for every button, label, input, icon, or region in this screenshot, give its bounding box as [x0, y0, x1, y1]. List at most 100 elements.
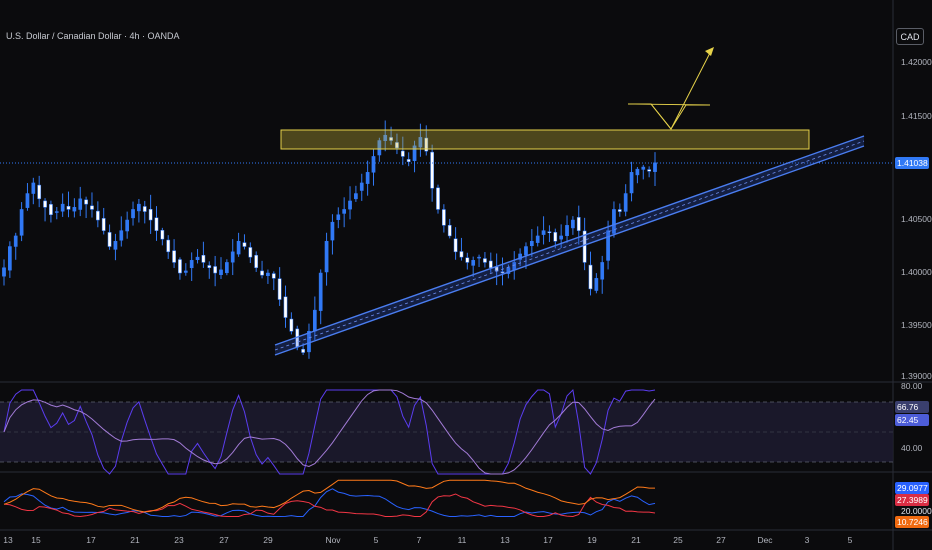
- resistance-zone[interactable]: [280, 129, 810, 150]
- candle-body: [400, 150, 405, 157]
- dmi-level-label: 20.0000: [901, 506, 932, 516]
- candle-body: [395, 142, 399, 149]
- candle-body: [242, 242, 247, 247]
- candle-body: [571, 219, 575, 229]
- candle-body: [653, 162, 657, 172]
- candle-body: [606, 230, 610, 261]
- candle-body: [101, 218, 106, 231]
- dmi-plus-line: [3, 488, 656, 518]
- rsi-axis-label: 80.00: [901, 381, 923, 391]
- channel-lower-line[interactable]: [274, 145, 865, 356]
- candle-body: [37, 184, 42, 200]
- time-label: 11: [457, 535, 467, 545]
- candle-body: [201, 255, 206, 263]
- candle-body: [219, 269, 223, 275]
- price-label: 1.39500: [901, 320, 932, 330]
- adx-badge: 10.7246: [895, 516, 929, 528]
- candle-body: [582, 230, 587, 263]
- candle-body: [160, 230, 165, 240]
- adx-line: [3, 479, 656, 513]
- candle-body: [371, 156, 376, 173]
- candle-body: [348, 200, 352, 210]
- candle-body: [336, 214, 341, 220]
- candle-body: [49, 204, 53, 215]
- candle-body: [453, 238, 458, 253]
- candle-body: [137, 203, 141, 212]
- time-label: 13: [500, 535, 510, 545]
- candle-body: [389, 137, 393, 141]
- candle-body: [84, 199, 88, 205]
- candle-body: [113, 240, 118, 250]
- rsi-line: [3, 388, 656, 475]
- candle-body: [207, 265, 212, 268]
- candle-body: [647, 169, 651, 172]
- current-price-badge: 1.41038: [895, 157, 929, 169]
- candle-body: [576, 217, 581, 231]
- price-label: 1.42000: [901, 57, 932, 67]
- candle-body: [142, 206, 147, 212]
- candle-body: [107, 232, 112, 247]
- candle-body: [60, 203, 65, 212]
- time-label: 19: [587, 535, 597, 545]
- candle-body: [547, 231, 552, 233]
- time-label: 21: [631, 535, 641, 545]
- rsi-value-badge: 66.76: [895, 401, 929, 413]
- candle-body: [195, 256, 200, 261]
- channel-upper-line[interactable]: [274, 135, 865, 346]
- candle-body: [307, 331, 311, 353]
- candle-body: [178, 259, 182, 274]
- candle-body: [31, 182, 36, 194]
- candle-body: [166, 239, 171, 253]
- price-label: 1.40500: [901, 214, 932, 224]
- candle-body: [483, 258, 487, 263]
- candle-body: [365, 172, 370, 184]
- candle-body: [430, 151, 434, 189]
- time-label: Dec: [757, 535, 773, 545]
- candle-body: [588, 264, 593, 290]
- dmi-minus-badge: 27.3989: [895, 494, 929, 506]
- candle-body: [230, 251, 235, 263]
- candle-body: [612, 209, 616, 234]
- time-label: Nov: [325, 535, 341, 545]
- channel-mid-line: [274, 140, 865, 351]
- bullish-projection-arrow[interactable]: [650, 48, 713, 130]
- time-label: 21: [130, 535, 140, 545]
- time-label: 13: [3, 535, 13, 545]
- dmi-plus-badge: 29.0977: [895, 482, 929, 494]
- candle-body: [271, 273, 276, 279]
- candle-body: [594, 278, 599, 291]
- time-label: 5: [373, 535, 379, 545]
- candle-body: [541, 230, 546, 235]
- candle-body: [148, 209, 153, 221]
- candle-body: [406, 159, 411, 162]
- candle-body: [600, 262, 605, 280]
- candle-body: [8, 246, 12, 271]
- candle-body: [442, 209, 446, 226]
- candle-body: [412, 145, 417, 161]
- candle-body: [565, 225, 569, 237]
- currency-button[interactable]: CAD: [896, 28, 924, 45]
- candle-body: [447, 225, 452, 237]
- candle-body: [119, 230, 124, 241]
- candle-body: [266, 272, 270, 277]
- candle-body: [471, 260, 476, 266]
- candle-body: [617, 209, 622, 212]
- candle-body: [2, 267, 6, 277]
- candle-body: [254, 255, 259, 268]
- breakout-level-line[interactable]: [627, 103, 711, 106]
- time-label: 27: [219, 535, 229, 545]
- candle-body: [354, 193, 358, 200]
- symbol-title[interactable]: U.S. Dollar / Canadian Dollar · 4h · OAN…: [6, 31, 180, 41]
- time-label: 17: [543, 535, 553, 545]
- candle-body: [131, 209, 135, 219]
- candle-body: [500, 271, 505, 274]
- candle-body: [318, 272, 323, 311]
- candle-body: [25, 193, 30, 208]
- candle-body: [459, 251, 464, 258]
- candle-body: [66, 205, 71, 210]
- candle-body: [189, 260, 194, 269]
- time-label: 3: [804, 535, 810, 545]
- candle-body: [506, 267, 511, 274]
